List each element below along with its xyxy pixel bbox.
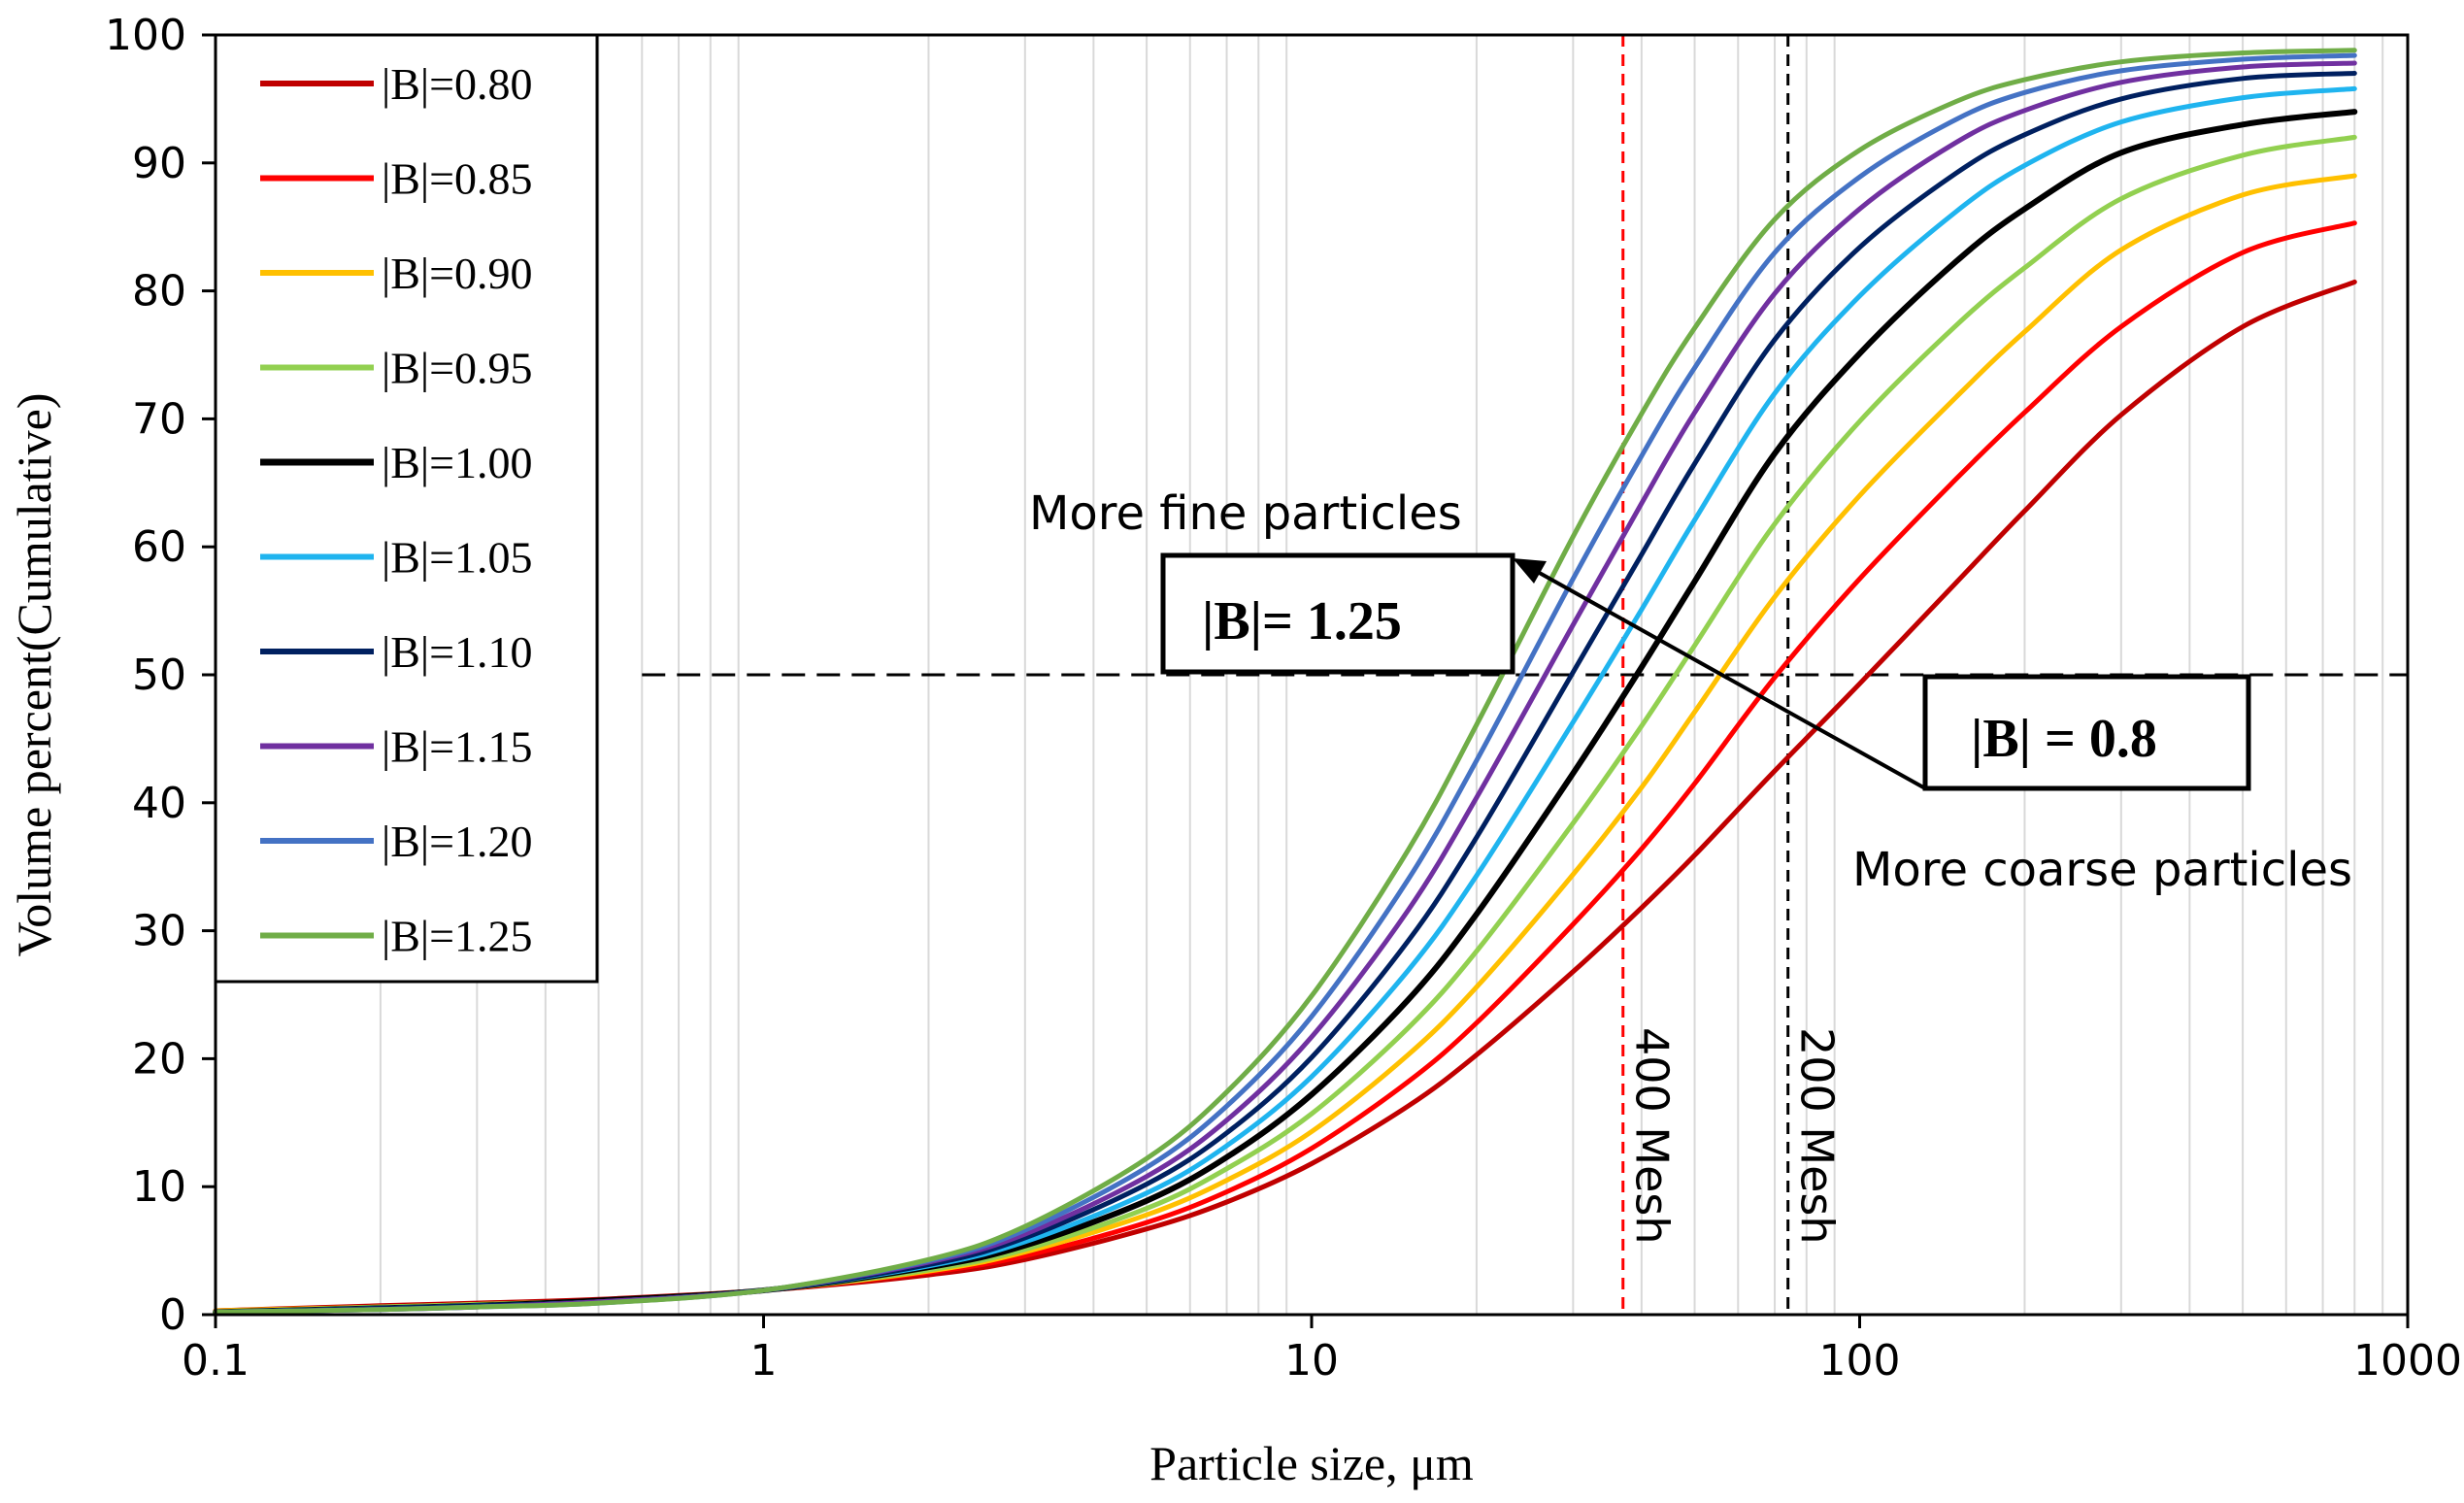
y-tick-label: 20	[132, 1034, 186, 1084]
annotations: More fine particles More coarse particle…	[1029, 486, 2352, 897]
legend-label: |B|=0.95	[382, 344, 533, 393]
y-axis-label: Volume percent(Cumulative)	[7, 393, 61, 957]
mesh-400-label: 400 Mesh	[1626, 1027, 1679, 1245]
x-tick-label: 1000	[2353, 1336, 2462, 1386]
x-axis-label: Particle size, μm	[1149, 1436, 1474, 1490]
y-tick-label: 60	[132, 522, 186, 572]
y-tick-label: 30	[132, 907, 186, 956]
legend-label: |B|=1.10	[382, 627, 533, 677]
y-tick-label: 80	[132, 267, 186, 317]
legend-label: |B|=0.90	[382, 249, 533, 298]
series-line-9	[213, 48, 2357, 1315]
y-tick-label: 0	[159, 1290, 186, 1340]
y-tick-label: 100	[105, 11, 186, 60]
legend-box	[214, 33, 599, 984]
x-tick-label: 1	[750, 1336, 778, 1386]
y-tick-label: 40	[132, 779, 186, 828]
annotation-arrowhead	[1513, 558, 1547, 584]
x-tick-label: 100	[1819, 1336, 1901, 1386]
legend-label: |B|=1.00	[382, 438, 533, 487]
annotation-box-high	[1160, 552, 1515, 675]
legend-label: |B|=0.85	[382, 154, 533, 204]
y-tick-label: 90	[132, 139, 186, 188]
y-tick-label: 10	[132, 1162, 186, 1212]
mesh-200-label: 200 Mesh	[1791, 1027, 1844, 1245]
legend-label: |B|=1.25	[382, 912, 533, 961]
mesh-labels: 400 Mesh 200 Mesh	[1626, 1027, 1844, 1245]
annotation-box-high-text: |B|= 1.25	[1202, 591, 1402, 651]
series-lines	[213, 48, 2358, 1316]
axes: 0.1 1 10 100 1000 0 10 20 30 40 50 60 70 80 90 100	[105, 11, 2462, 1386]
legend-label: |B|=1.05	[382, 533, 533, 583]
legend-label: |B|=1.20	[382, 817, 533, 866]
y-tick-label: 70	[132, 394, 186, 444]
x-tick-label: 0.1	[182, 1336, 250, 1386]
x-tick-label: 10	[1284, 1336, 1339, 1386]
annotation-more-fine: More fine particles	[1029, 486, 1462, 541]
legend: |B|=0.80 |B|=0.85 |B|=0.90 |B|=0.95 |B|=1.00…	[214, 33, 599, 984]
annotation-arrow	[1535, 569, 1926, 790]
annotation-box-low-text: |B| = 0.8	[1971, 709, 2157, 769]
legend-label: |B|=1.15	[382, 722, 533, 772]
annotation-more-coarse: More coarse particles	[1852, 843, 2352, 897]
y-tick-label: 50	[132, 651, 186, 700]
annotation-box-low	[1922, 674, 2251, 791]
legend-label: |B|=0.80	[382, 59, 533, 109]
